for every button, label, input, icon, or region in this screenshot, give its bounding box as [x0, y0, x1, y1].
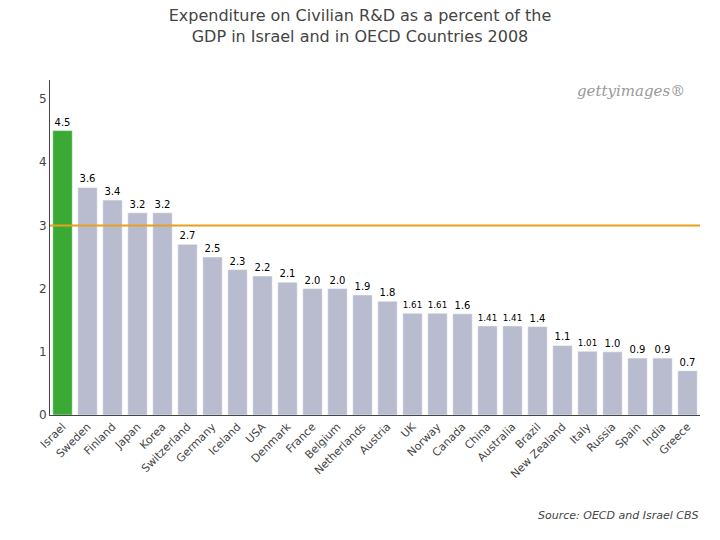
- svg-text:Belgium: Belgium: [302, 421, 343, 462]
- svg-text:Japan: Japan: [112, 421, 144, 453]
- svg-text:1.4: 1.4: [530, 313, 546, 324]
- svg-text:Denmark: Denmark: [249, 420, 294, 465]
- svg-text:1.0: 1.0: [605, 338, 621, 349]
- svg-text:1: 1: [39, 345, 47, 359]
- svg-text:Switzerland: Switzerland: [139, 421, 194, 476]
- svg-text:France: France: [283, 420, 318, 455]
- svg-text:2.1: 2.1: [280, 268, 296, 279]
- svg-text:China: China: [462, 421, 493, 452]
- svg-text:Australia: Australia: [475, 421, 519, 465]
- svg-text:1.6: 1.6: [455, 300, 471, 311]
- svg-text:2.0: 2.0: [330, 275, 346, 286]
- svg-text:0.7: 0.7: [680, 357, 696, 368]
- svg-text:3.2: 3.2: [130, 199, 146, 210]
- svg-text:1.1: 1.1: [555, 331, 571, 342]
- svg-text:2.5: 2.5: [205, 243, 221, 254]
- svg-text:Iceland: Iceland: [206, 421, 243, 458]
- svg-text:Finland: Finland: [82, 421, 119, 458]
- svg-text:5: 5: [39, 92, 47, 106]
- svg-text:Source: OECD and Israel CBS: Source: OECD and Israel CBS: [538, 509, 698, 522]
- svg-text:1.61: 1.61: [403, 300, 422, 310]
- svg-text:Greece: Greece: [657, 420, 694, 457]
- svg-text:Netherlands: Netherlands: [312, 420, 369, 477]
- svg-text:1.61: 1.61: [428, 300, 447, 310]
- svg-text:Italy: Italy: [567, 420, 593, 446]
- svg-text:New Zealand: New Zealand: [508, 421, 568, 481]
- svg-text:0.9: 0.9: [655, 344, 671, 355]
- svg-text:Korea: Korea: [137, 421, 168, 452]
- svg-text:1.9: 1.9: [355, 281, 371, 292]
- svg-text:1.41: 1.41: [503, 313, 522, 323]
- svg-text:3: 3: [39, 219, 47, 233]
- svg-text:Sweden: Sweden: [54, 420, 94, 460]
- svg-text:2.0: 2.0: [305, 275, 321, 286]
- svg-text:Israel: Israel: [38, 421, 68, 451]
- svg-text:Austria: Austria: [357, 421, 394, 458]
- svg-text:Expenditure on Civilian R&D as: Expenditure on Civilian R&D as a percent…: [169, 6, 552, 46]
- svg-text:0.9: 0.9: [630, 344, 646, 355]
- svg-text:Russia: Russia: [584, 421, 618, 455]
- svg-text:1.41: 1.41: [478, 313, 497, 323]
- svg-text:3.4: 3.4: [105, 186, 121, 197]
- svg-text:gettyimages®: gettyimages®: [577, 82, 685, 100]
- svg-text:Canada: Canada: [430, 421, 469, 460]
- svg-text:2.2: 2.2: [255, 262, 271, 273]
- svg-text:1.8: 1.8: [380, 287, 396, 298]
- svg-text:USA: USA: [243, 420, 269, 446]
- svg-text:4: 4: [39, 155, 47, 169]
- svg-text:1.01: 1.01: [578, 338, 597, 348]
- svg-text:2: 2: [39, 282, 47, 296]
- svg-text:2.3: 2.3: [230, 256, 246, 267]
- svg-text:UK: UK: [399, 420, 420, 441]
- svg-text:2.7: 2.7: [180, 230, 196, 241]
- svg-text:Brazil: Brazil: [513, 421, 544, 452]
- svg-text:0: 0: [39, 408, 47, 422]
- svg-text:Germany: Germany: [174, 420, 219, 465]
- svg-text:Spain: Spain: [613, 420, 644, 451]
- svg-text:India: India: [640, 421, 668, 449]
- svg-text:4.5: 4.5: [55, 117, 71, 128]
- svg-text:3.6: 3.6: [80, 173, 96, 184]
- svg-text:3.2: 3.2: [155, 199, 171, 210]
- svg-text:Norway: Norway: [405, 420, 444, 459]
